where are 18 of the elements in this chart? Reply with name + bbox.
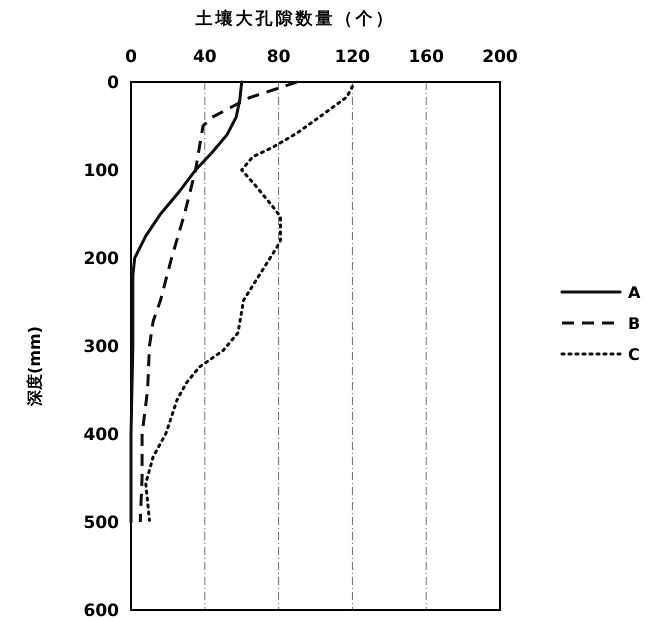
y-tick-label: 0 <box>107 73 120 93</box>
x-axis-title: 土壤大孔隙数量（个） <box>194 9 396 29</box>
x-tick-label: 160 <box>408 47 444 67</box>
y-tick-label: 200 <box>84 249 120 269</box>
y-tick-label: 500 <box>84 513 120 533</box>
x-tick-label: 40 <box>192 47 217 67</box>
legend-label: A <box>628 283 641 302</box>
x-tick-label: 120 <box>334 47 370 67</box>
legend-label: C <box>628 345 640 364</box>
x-tick-label: 200 <box>482 47 518 67</box>
y-tick-label: 300 <box>84 337 120 357</box>
x-tick-label: 0 <box>125 47 138 67</box>
y-tick-label: 400 <box>84 425 120 445</box>
legend-label: B <box>628 314 640 333</box>
x-tick-label: 80 <box>266 47 291 67</box>
y-tick-label: 100 <box>84 161 120 181</box>
y-axis-title: 深度(mm) <box>25 326 44 407</box>
y-tick-label: 600 <box>84 601 120 619</box>
